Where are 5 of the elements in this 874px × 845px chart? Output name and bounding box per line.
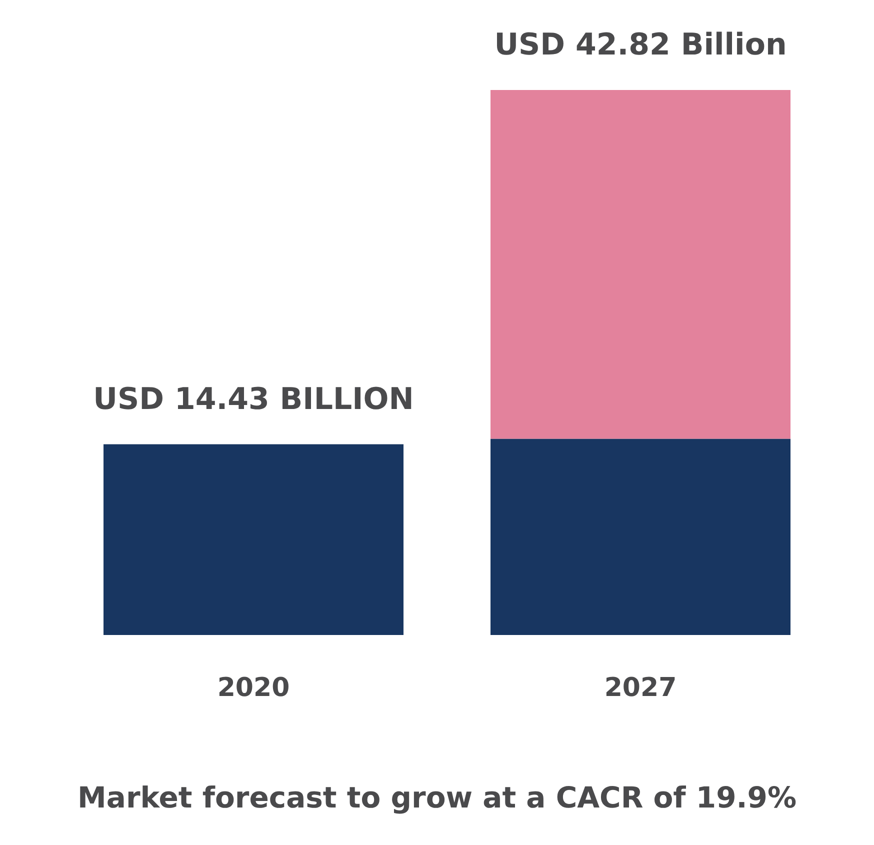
x-tick-label: 2027 [604,673,677,703]
total-label: USD 14.43 BILLION [93,382,414,417]
x-tick-label: 2020 [217,673,290,703]
text: Market forecast to grow at a CACR of 19.9% [78,780,796,814]
total-label: USD 42.82 Billion [494,28,787,62]
